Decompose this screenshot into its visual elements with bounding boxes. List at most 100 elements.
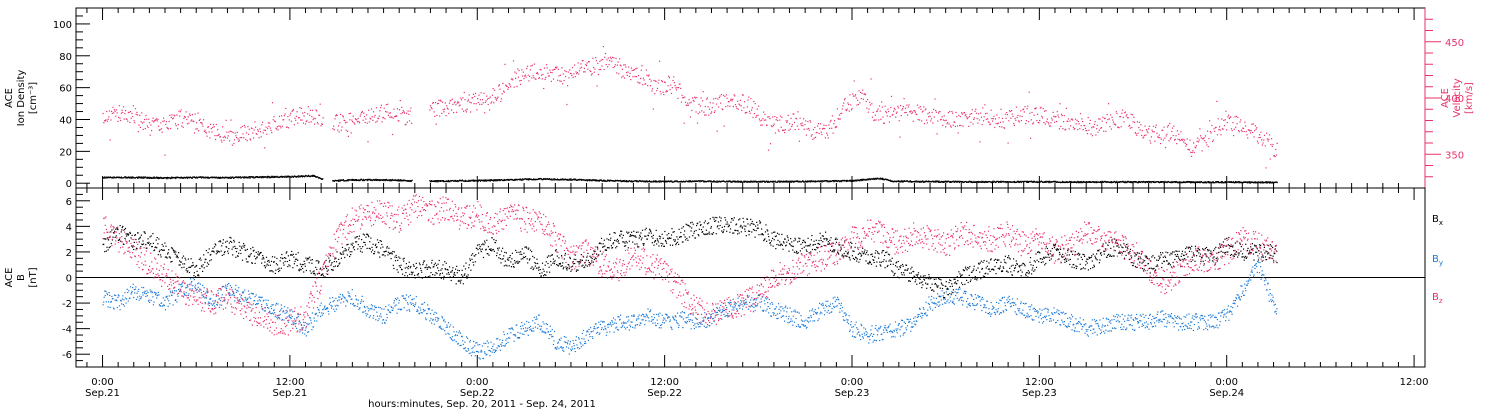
density-point: [971, 181, 973, 183]
density-point: [910, 181, 912, 183]
velocity-point: [916, 104, 919, 106]
density-point: [619, 180, 621, 182]
density-point: [377, 179, 379, 181]
velocity-point: [408, 120, 411, 122]
velocity-point: [966, 116, 968, 118]
velocity-point: [599, 60, 601, 62]
bz-point: [156, 262, 158, 264]
velocity-point: [1022, 109, 1024, 111]
velocity-point: [1164, 137, 1166, 139]
bz-point: [105, 228, 107, 231]
density-point: [1214, 182, 1216, 184]
velocity-tick-label: 400: [1445, 94, 1464, 105]
density-point: [807, 180, 809, 182]
velocity-point: [484, 112, 486, 114]
bx-point: [131, 245, 133, 247]
density-point: [864, 178, 866, 180]
velocity-point: [140, 121, 142, 123]
density-point: [786, 181, 788, 183]
velocity-point: [789, 123, 791, 125]
density-point: [975, 181, 977, 183]
velocity-point: [307, 113, 309, 115]
velocity-point: [378, 115, 380, 117]
density-point: [398, 179, 400, 181]
velocity-point: [594, 68, 596, 70]
velocity-point: [278, 125, 280, 127]
velocity-point: [1242, 127, 1244, 129]
velocity-point: [462, 97, 464, 99]
density-point: [897, 180, 899, 182]
velocity-point: [1229, 116, 1231, 118]
velocity-point: [1131, 114, 1134, 116]
density-point: [869, 178, 871, 180]
density-point: [970, 181, 972, 183]
by-point: [106, 294, 109, 296]
density-point: [355, 179, 357, 181]
velocity-point: [1251, 123, 1253, 125]
velocity-point: [469, 101, 471, 103]
density-point: [603, 179, 605, 181]
velocity-point: [456, 102, 458, 104]
density-point: [881, 177, 883, 179]
density-point: [1135, 181, 1137, 183]
velocity-point: [447, 108, 449, 110]
velocity-point: [824, 137, 826, 139]
density-tick-label: 80: [59, 52, 72, 63]
velocity-point: [505, 85, 507, 87]
density-point: [532, 178, 534, 180]
bz-point: [161, 285, 163, 287]
velocity-point: [1121, 112, 1123, 114]
density-point: [136, 177, 138, 179]
velocity-point: [404, 112, 406, 114]
velocity-point: [1145, 129, 1148, 131]
bx-point: [128, 240, 130, 242]
velocity-point: [1212, 140, 1214, 143]
bz-point: [159, 279, 162, 281]
velocity-point: [933, 108, 935, 110]
velocity-point: [1203, 137, 1205, 139]
velocity-point: [1136, 134, 1138, 136]
bx-point: [161, 243, 163, 246]
density-point: [733, 181, 735, 183]
velocity-point: [186, 123, 189, 125]
velocity-point: [160, 122, 162, 124]
velocity-point: [987, 121, 989, 123]
density-point: [256, 176, 258, 178]
density-point: [1140, 182, 1142, 184]
velocity-point: [1161, 129, 1163, 131]
velocity-point: [141, 122, 144, 124]
by-point: [107, 306, 109, 308]
density-point: [447, 181, 449, 183]
velocity-point: [750, 98, 752, 100]
bx-point: [145, 244, 147, 246]
velocity-point: [495, 98, 497, 100]
density-tick-label: 60: [59, 84, 72, 95]
density-point: [1110, 182, 1112, 184]
density-point: [923, 181, 925, 183]
velocity-point: [1145, 134, 1147, 136]
velocity-point: [523, 78, 525, 80]
velocity-point: [173, 114, 175, 116]
density-point: [1250, 182, 1252, 184]
velocity-point: [1025, 120, 1027, 122]
density-point: [788, 180, 790, 182]
velocity-point: [562, 73, 564, 75]
density-point: [181, 177, 183, 179]
density-point: [846, 179, 848, 181]
density-point: [215, 177, 217, 179]
density-point: [366, 179, 368, 181]
velocity-point: [406, 112, 408, 114]
velocity-point: [639, 82, 641, 84]
velocity-point: [762, 118, 764, 120]
density-point: [312, 175, 314, 177]
density-point: [1047, 181, 1049, 183]
density-point: [434, 180, 436, 182]
velocity-point: [733, 94, 735, 96]
velocity-point: [698, 103, 700, 105]
velocity-point: [155, 118, 158, 120]
density-point: [551, 178, 553, 180]
density-point: [860, 180, 862, 182]
velocity-point: [795, 117, 797, 119]
velocity-point: [1081, 118, 1083, 120]
velocity-point: [618, 73, 620, 75]
